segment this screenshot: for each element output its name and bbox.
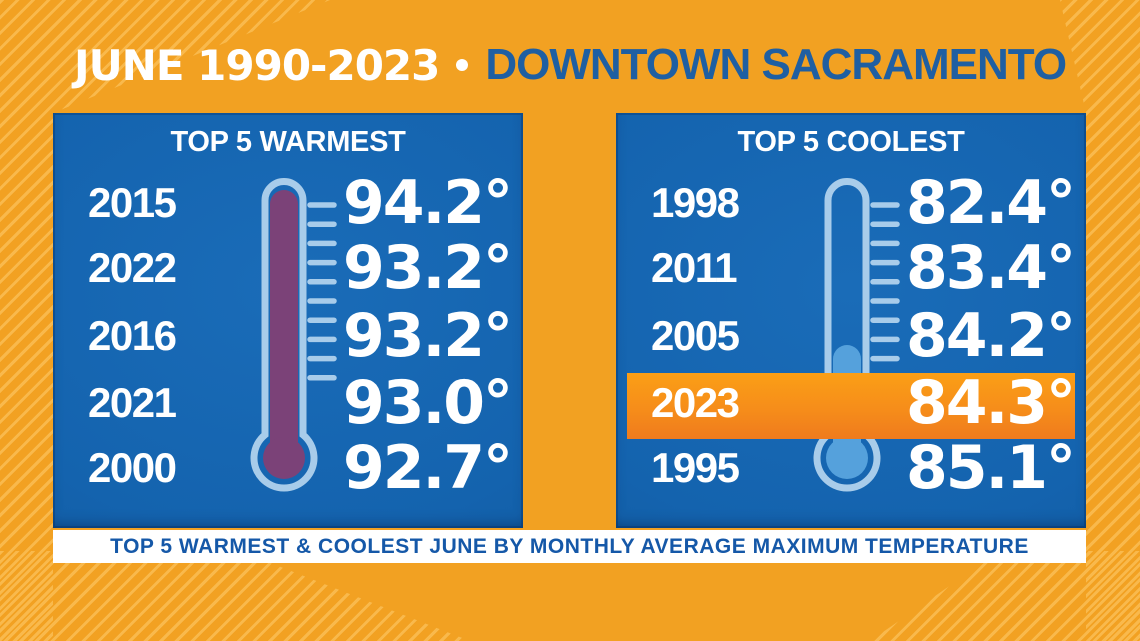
temperature-value: 85.1° xyxy=(905,433,1076,503)
bullet-separator-icon xyxy=(456,59,469,71)
year-label: 2023 xyxy=(651,379,740,426)
year-label: 2005 xyxy=(651,312,740,359)
year-label: 2021 xyxy=(88,379,177,426)
table-row: 2005 84.2° xyxy=(616,303,1086,369)
year-label: 2011 xyxy=(651,244,738,291)
caption-band: TOP 5 WARMEST & COOLEST JUNE BY MONTHLY … xyxy=(53,530,1086,563)
temperature-value: 93.2° xyxy=(342,301,513,371)
panel-coolest: TOP 5 COOLEST 1998 xyxy=(616,113,1086,528)
table-row: 1998 82.4° xyxy=(616,170,1086,236)
temperature-value: 92.7° xyxy=(342,433,513,503)
temperature-value: 83.4° xyxy=(905,233,1076,303)
header-date-range: JUNE 1990-2023 xyxy=(73,40,440,90)
year-label: 2022 xyxy=(88,244,177,291)
year-label: 2000 xyxy=(88,444,177,491)
year-label: 1998 xyxy=(651,179,740,226)
table-row: 2015 94.2° xyxy=(53,170,523,236)
table-row: 2021 93.0° xyxy=(53,370,523,436)
caption-text: TOP 5 WARMEST & COOLEST JUNE BY MONTHLY … xyxy=(110,534,1029,558)
panel-coolest-title: TOP 5 COOLEST xyxy=(737,126,965,158)
temperature-value: 82.4° xyxy=(905,168,1076,238)
table-row: 1995 85.1° xyxy=(616,435,1086,501)
highlight-bar-2023 xyxy=(627,373,1075,439)
year-label: 2016 xyxy=(88,312,177,359)
temperature-value: 84.2° xyxy=(905,301,1076,371)
panel-warmest-title: TOP 5 WARMEST xyxy=(170,126,406,158)
header-location: DOWNTOWN SACRAMENTO xyxy=(485,40,1067,89)
table-row-highlighted: 2023 84.3° xyxy=(616,370,1086,436)
panel-warmest: TOP 5 WARMEST 2015 94.2° xyxy=(53,113,523,528)
table-row: 2011 83.4° xyxy=(616,235,1086,301)
table-row: 2022 93.2° xyxy=(53,235,523,301)
temperature-value: 94.2° xyxy=(342,168,513,238)
temperature-value: 93.2° xyxy=(342,233,513,303)
year-label: 2015 xyxy=(88,179,177,226)
temperature-value: 93.0° xyxy=(342,368,513,438)
table-row: 2000 92.7° xyxy=(53,435,523,501)
table-row: 2016 93.2° xyxy=(53,303,523,369)
bg-stripes-bottom-right xyxy=(870,551,1140,641)
temperature-value: 84.3° xyxy=(905,368,1076,438)
header: JUNE 1990-2023 DOWNTOWN SACRAMENTO xyxy=(0,28,1140,102)
bg-stripes-bottom-left xyxy=(0,551,470,641)
year-label: 1995 xyxy=(651,444,740,491)
